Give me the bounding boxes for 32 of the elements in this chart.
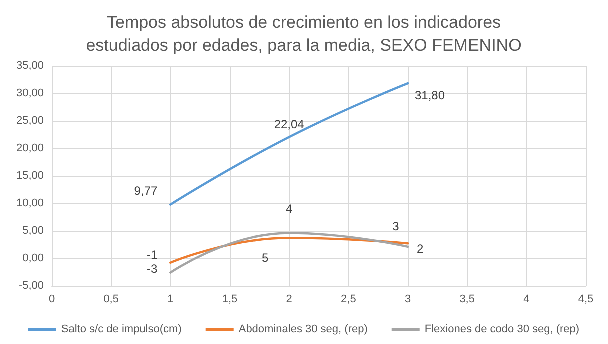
x-tick-label: 3,5 (460, 294, 475, 306)
chart-title: Tempos absolutos de crecimiento en los indicadores estudiados por edades, para la media, SEXO FEMENINO (86, 13, 522, 55)
y-tick-label: 5,00 (22, 225, 44, 237)
y-tick-label: 15,00 (16, 170, 44, 182)
x-tick-label: 1,5 (222, 294, 238, 306)
y-tick-label: 30,00 (16, 88, 44, 100)
data-label: 22,04 (274, 117, 305, 132)
y-tick-label: 20,00 (16, 142, 44, 154)
legend-label: Flexiones de codo 30 seg, (rep) (424, 324, 580, 336)
x-tick-label: 0,5 (104, 294, 119, 306)
x-tick-label: 2 (286, 294, 292, 306)
data-label: 2 (417, 242, 424, 256)
legend-label: Abdominales 30 seg, (rep) (238, 324, 368, 336)
y-tick-label: 10,00 (16, 198, 44, 210)
x-tick-label: 0 (48, 294, 56, 306)
x-tick-label: 1 (168, 294, 174, 306)
y-tick-label: -5,00 (18, 280, 44, 292)
x-tick-label: 3 (404, 294, 412, 306)
y-tick-label: 0,00 (22, 252, 44, 264)
data-label: 5 (262, 251, 269, 266)
data-label: 3 (392, 220, 400, 234)
x-tick-label: 2,5 (341, 294, 356, 306)
y-tick-label: 35,00 (16, 60, 44, 72)
data-label: 31,80 (415, 88, 446, 103)
x-tick-label: 4 (524, 294, 530, 306)
data-label: 9,77 (134, 184, 158, 198)
y-tick-label: 25,00 (16, 115, 44, 127)
legend-label: Salto s/c de impulso(cm) (61, 324, 182, 336)
x-tick-label: 4,5 (578, 294, 594, 306)
data-label: -3 (146, 262, 158, 276)
data-label: 4 (286, 202, 293, 216)
data-label: -1 (146, 248, 158, 262)
